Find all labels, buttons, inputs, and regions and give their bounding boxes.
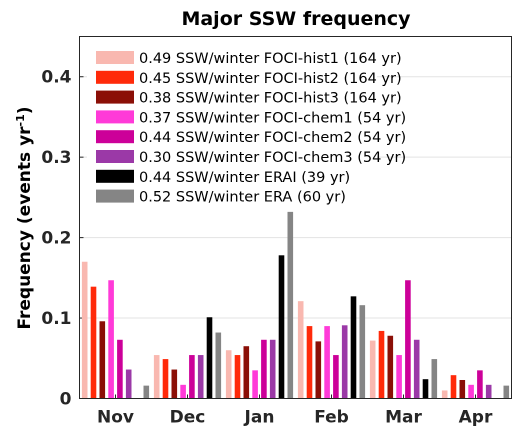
- bar-nov-series-6: [125, 369, 132, 399]
- bar-dec-series-3: [171, 369, 178, 399]
- legend-swatch: [96, 130, 134, 144]
- legend-swatch: [96, 169, 134, 183]
- bar-feb-series-2: [306, 326, 313, 399]
- y-tick-label: 0: [60, 390, 72, 410]
- bar-jan-series-4: [252, 370, 258, 399]
- x-tick-label: Jan: [244, 408, 275, 428]
- bar-apr-series-3: [459, 379, 466, 399]
- bar-apr-series-1: [441, 390, 448, 399]
- bar-feb-series-7: [350, 296, 357, 399]
- bar-feb-series-1: [297, 301, 304, 399]
- bar-feb-series-3: [315, 341, 322, 399]
- x-tick-label: Feb: [314, 408, 349, 428]
- bar-jan-series-1: [225, 350, 232, 399]
- bar-jan-series-8: [287, 211, 294, 399]
- legend-label: 0.45 SSW/winter FOCI-hist2 (164 yr): [139, 71, 402, 87]
- x-tick-label: Mar: [385, 408, 422, 428]
- y-axis-label-sup: -1: [14, 114, 27, 126]
- bar-nov-series-1: [81, 261, 88, 399]
- y-tick-label: 0.3: [41, 148, 71, 168]
- bar-feb-series-4: [324, 326, 330, 399]
- bar-mar-series-7: [422, 379, 429, 399]
- bar-dec-series-4: [180, 384, 186, 399]
- bar-mar-series-5: [405, 280, 411, 399]
- legend-label: 0.44 SSW/winter ERAI (39 yr): [139, 170, 350, 186]
- legend-label: 0.30 SSW/winter FOCI-chem3 (54 yr): [139, 150, 406, 166]
- bar-mar-series-2: [378, 330, 385, 399]
- y-tick-label: 0.4: [41, 68, 71, 88]
- y-axis-label-main: Frequency (events yr: [15, 126, 35, 330]
- bar-jan-series-6: [269, 339, 276, 399]
- bar-dec-series-8: [215, 332, 222, 399]
- chart-title: Major SSW frequency: [181, 8, 411, 30]
- legend-swatch: [96, 51, 134, 64]
- bar-jan-series-7: [278, 255, 285, 399]
- bar-dec-series-5: [189, 355, 195, 399]
- bar-apr-series-4: [468, 384, 474, 399]
- legend-label: 0.49 SSW/winter FOCI-hist1 (164 yr): [139, 51, 402, 67]
- bar-apr-series-5: [477, 370, 483, 399]
- bar-mar-series-6: [413, 339, 420, 399]
- bars: [81, 211, 510, 399]
- bar-apr-series-6: [485, 384, 492, 399]
- legend-label: 0.37 SSW/winter FOCI-chem1 (54 yr): [139, 110, 406, 126]
- legend-swatch: [96, 110, 134, 124]
- bar-jan-series-3: [243, 346, 250, 399]
- legend-swatch: [96, 70, 134, 84]
- legend-swatch: [96, 90, 134, 104]
- bar-mar-series-4: [396, 355, 402, 399]
- legend-label: 0.44 SSW/winter FOCI-chem2 (54 yr): [139, 130, 406, 146]
- bar-apr-series-8: [503, 385, 510, 399]
- legend-swatch: [96, 189, 134, 203]
- bar-jan-series-2: [234, 355, 241, 399]
- bar-nov-series-8: [143, 385, 150, 399]
- legend-label: 0.38 SSW/winter FOCI-hist3 (164 yr): [139, 91, 402, 107]
- bar-nov-series-4: [108, 280, 114, 399]
- legend-label: 0.52 SSW/winter ERA (60 yr): [139, 190, 346, 206]
- legend-box: [87, 43, 377, 211]
- y-tick-label: 0.2: [41, 229, 71, 249]
- x-tick-label: Dec: [170, 408, 206, 428]
- y-axis-label: Frequency (events yr-1): [14, 106, 35, 329]
- bar-feb-series-6: [341, 325, 348, 399]
- bar-dec-series-6: [197, 355, 204, 399]
- bar-nov-series-3: [99, 321, 106, 399]
- y-tick-label: 0.1: [41, 309, 71, 329]
- x-tick-labels: Nov Dec Jan Feb Mar Apr: [97, 394, 493, 428]
- bar-mar-series-8: [431, 359, 438, 399]
- bar-feb-series-5: [333, 355, 339, 399]
- bar-feb-series-8: [359, 305, 366, 399]
- bar-dec-series-7: [206, 317, 213, 399]
- legend: 0.49 SSW/winter FOCI-hist1 (164 yr) 0.45 …: [87, 43, 406, 211]
- y-tick-labels: 0 0.1 0.2 0.3 0.4: [41, 68, 71, 410]
- bar-nov-series-2: [90, 286, 97, 399]
- bar-mar-series-1: [369, 340, 376, 399]
- bar-dec-series-1: [153, 355, 160, 399]
- bar-dec-series-2: [162, 359, 169, 399]
- legend-swatch: [96, 150, 134, 163]
- y-axis-label-close: ): [15, 106, 35, 114]
- x-tick-label: Nov: [97, 408, 134, 428]
- plot-frame: [79, 36, 512, 399]
- bar-nov-series-5: [117, 339, 123, 399]
- bar-mar-series-3: [387, 335, 394, 399]
- bar-apr-series-2: [450, 375, 457, 399]
- x-tick-label: Apr: [459, 408, 493, 428]
- bar-jan-series-5: [261, 339, 267, 399]
